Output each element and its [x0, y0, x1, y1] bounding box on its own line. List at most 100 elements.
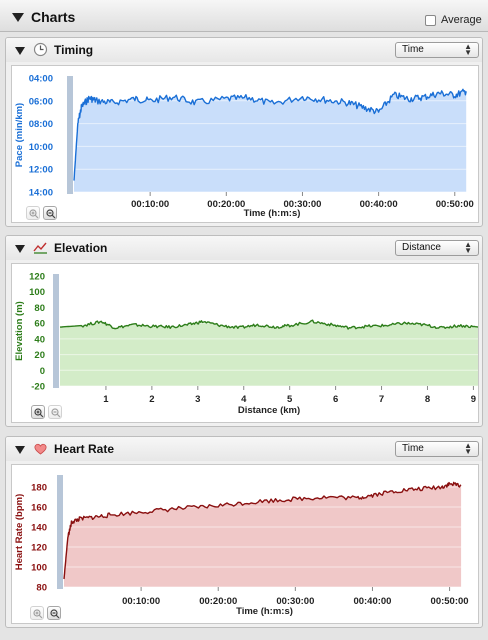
heart-rate-chart: 180 160 140 120 100 80 00:10:00 00:20:00 00:30:0… — [11, 464, 479, 624]
select-value: Time — [402, 443, 424, 454]
x-tick-label: 00:50:00 — [436, 199, 474, 210]
y-tick-label: 60 — [34, 319, 45, 330]
zoom-in-button[interactable] — [26, 206, 40, 220]
x-tick-label: 00:20:00 — [199, 596, 237, 607]
zoom-in-button[interactable] — [30, 606, 44, 620]
x-tick-label: 5 — [287, 394, 293, 405]
collapse-triangle-icon[interactable] — [12, 13, 24, 22]
select-arrows-icon: ▲ ▼ — [464, 441, 472, 456]
average-label: Average — [441, 14, 482, 26]
x-tick-label: 00:40:00 — [360, 199, 398, 210]
select-arrows-icon: ▲ ▼ — [464, 42, 472, 57]
select-value: Distance — [402, 242, 441, 253]
collapse-triangle-icon[interactable] — [15, 47, 25, 55]
y-tick-label: 20 — [34, 350, 45, 361]
y-tick-label: 40 — [34, 334, 45, 345]
series-line — [63, 481, 462, 580]
y-tick-label: 120 — [31, 543, 47, 554]
x-tick-label: 7 — [379, 394, 384, 405]
timing-panel: Timing Time ▲ ▼ 04:00 06:00 08:00 10:00 12:00 1… — [5, 37, 483, 227]
zoom-out-icon — [51, 408, 61, 418]
timing-chart-svg: 04:00 06:00 08:00 10:00 12:00 14:00 00:10:00 00… — [14, 74, 474, 220]
y-axis-title: Elevation (m) — [14, 301, 25, 361]
elevation-panel-header: Elevation Distance ▲ ▼ — [6, 236, 482, 260]
x-tick-label: 00:10:00 — [122, 596, 160, 607]
x-tick-label: 9 — [471, 394, 476, 405]
series-area — [60, 320, 478, 386]
y-tick-label: 140 — [31, 523, 47, 534]
zoom-out-button[interactable] — [48, 405, 62, 419]
zoom-in-icon — [29, 209, 39, 219]
y-axis-title: Heart Rate (bpm) — [14, 494, 25, 571]
x-tick-label: 8 — [425, 394, 430, 405]
zoom-in-icon — [34, 408, 44, 418]
elevation-title: Elevation — [54, 241, 108, 255]
zoom-in-icon — [33, 609, 43, 619]
x-tick-label: 00:20:00 — [207, 199, 245, 210]
elevation-panel: Elevation Distance ▲ ▼ 120 100 80 60 40 20 0 -20 1… — [5, 235, 483, 427]
page-title: Charts — [31, 9, 76, 25]
y-tick-label: 10:00 — [29, 142, 53, 153]
y-tick-label: 100 — [29, 287, 45, 298]
series-line — [59, 319, 478, 330]
timing-axis-select[interactable]: Time ▲ ▼ — [395, 42, 479, 58]
zoom-out-button[interactable] — [43, 206, 57, 220]
zoom-out-icon — [46, 209, 56, 219]
zoom-out-icon — [50, 609, 60, 619]
y-tick-label: 0 — [40, 366, 45, 377]
x-axis-title: Time (h:m:s) — [236, 606, 293, 617]
elevation-chart-svg: 120 100 80 60 40 20 0 -20 1 2 3 4 5 6 7 8 9 Distance (km)… — [14, 272, 478, 416]
heart-rate-panel: Heart Rate Time ▲ ▼ 180 160 140 120 100 80 00:10… — [5, 436, 483, 628]
y-tick-label: 12:00 — [29, 165, 53, 176]
timing-chart: 04:00 06:00 08:00 10:00 12:00 14:00 00:10:00 00… — [11, 65, 479, 223]
y-tick-label: 80 — [34, 303, 45, 314]
y-tick-label: 08:00 — [29, 119, 53, 130]
collapse-triangle-icon[interactable] — [15, 446, 25, 454]
y-tick-label: 14:00 — [29, 188, 53, 199]
y-tick-label: 100 — [31, 563, 47, 574]
select-arrows-icon: ▲ ▼ — [464, 240, 472, 255]
elevation-axis-select[interactable]: Distance ▲ ▼ — [395, 240, 479, 256]
y-tick-label: -20 — [31, 382, 45, 393]
elevation-chart: 120 100 80 60 40 20 0 -20 1 2 3 4 5 6 7 8 9 Distance (km)… — [11, 263, 479, 423]
x-tick-label: 4 — [241, 394, 247, 405]
x-tick-label: 3 — [195, 394, 200, 405]
x-axis-title: Time (h:m:s) — [244, 208, 301, 219]
heart-rate-axis-select[interactable]: Time ▲ ▼ — [395, 441, 479, 457]
average-checkbox[interactable] — [425, 15, 436, 26]
timing-title: Timing — [54, 43, 94, 57]
y-axis-stripe — [67, 76, 73, 194]
heart-icon — [33, 441, 48, 456]
x-tick-label: 2 — [149, 394, 154, 405]
x-tick-label: 00:30:00 — [276, 596, 314, 607]
y-tick-label: 180 — [31, 483, 47, 494]
heart-rate-title: Heart Rate — [54, 442, 115, 456]
charts-header: Charts Average — [0, 0, 488, 32]
y-tick-label: 06:00 — [29, 96, 53, 107]
y-axis-stripe — [57, 475, 63, 589]
timing-panel-header: Timing Time ▲ ▼ — [6, 38, 482, 62]
zoom-in-button[interactable] — [31, 405, 45, 419]
y-axis-stripe — [53, 274, 59, 388]
series-line — [73, 88, 467, 181]
x-tick-label: 00:50:00 — [431, 596, 469, 607]
series-area — [64, 482, 462, 587]
x-tick-label: 00:10:00 — [131, 199, 169, 210]
y-tick-label: 80 — [36, 583, 47, 594]
select-value: Time — [402, 44, 424, 55]
x-tick-label: 00:30:00 — [283, 199, 321, 210]
y-axis-title: Pace (min/km) — [14, 103, 25, 167]
series-area — [74, 89, 467, 192]
x-tick-label: 00:40:00 — [353, 596, 391, 607]
heart-rate-chart-svg: 180 160 140 120 100 80 00:10:00 00:20:00 00:30:0… — [14, 475, 469, 617]
collapse-triangle-icon[interactable] — [15, 245, 25, 253]
y-tick-label: 04:00 — [29, 74, 53, 85]
zoom-out-button[interactable] — [47, 606, 61, 620]
heart-rate-panel-header: Heart Rate Time ▲ ▼ — [6, 437, 482, 461]
clock-icon — [33, 42, 48, 57]
x-tick-label: 1 — [103, 394, 109, 405]
y-tick-label: 120 — [29, 272, 45, 283]
elevation-icon — [33, 240, 48, 255]
x-axis-title: Distance (km) — [238, 405, 300, 416]
x-tick-label: 6 — [333, 394, 338, 405]
